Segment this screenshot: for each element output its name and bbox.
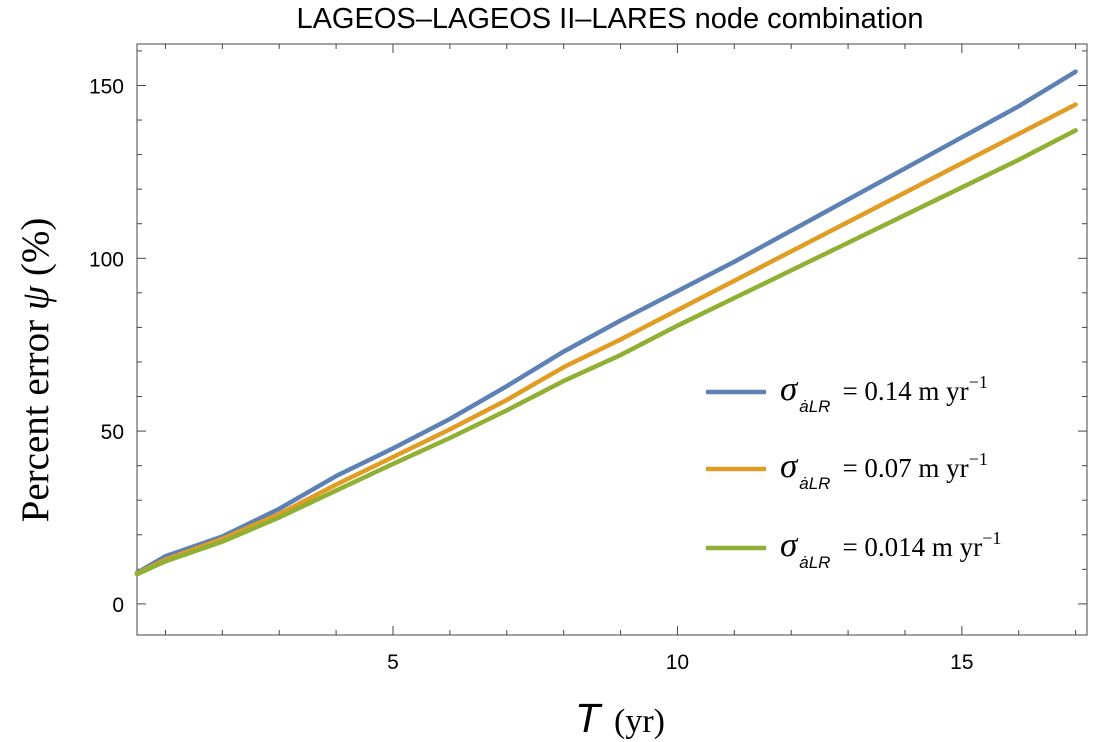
- series-point-3: [163, 559, 168, 564]
- series-point-1: [1016, 104, 1021, 109]
- y-axis-label-unit: (%): [14, 218, 57, 276]
- series-point-3: [561, 378, 566, 383]
- series-point-3: [135, 572, 139, 577]
- series-point-3: [1016, 157, 1021, 162]
- y-axis-label-symbol: ψ: [14, 285, 57, 310]
- y-axis-label-text: Percent error: [14, 320, 57, 522]
- series-point-2: [902, 190, 907, 195]
- x-tick-label: 10: [666, 651, 689, 674]
- series-point-2: [789, 249, 794, 254]
- series-point-2: [675, 308, 680, 313]
- series-point-2: [959, 161, 964, 166]
- series-point-3: [334, 488, 339, 493]
- series-point-2: [561, 365, 566, 370]
- series-point-3: [447, 436, 452, 440]
- series-point-2: [1016, 131, 1021, 136]
- series-point-3: [618, 353, 623, 358]
- series-point-1: [334, 474, 339, 479]
- legend: σ ȧLR= 0.14 m yr−1 σ ȧLR= 0.07 m yr−1 σ ȧLR= …: [706, 369, 1001, 572]
- series-point-2: [334, 482, 339, 487]
- legend-label-3: σ ȧLR= 0.014 m yr−1: [780, 525, 1001, 572]
- series-point-3: [675, 323, 680, 328]
- series-point-1: [789, 228, 794, 233]
- series-point-1: [447, 416, 452, 421]
- series-point-1: [902, 166, 907, 171]
- series-line-2: [134, 102, 1078, 576]
- series-point-1: [732, 259, 737, 264]
- series-point-1: [959, 135, 964, 140]
- series-line-3: [134, 128, 1078, 577]
- series-point-3: [959, 185, 964, 190]
- x-axis-label-unit: (yr): [614, 703, 665, 740]
- y-tick-label: 100: [89, 248, 124, 271]
- series-point-1: [277, 506, 282, 511]
- x-axis-label-symbol: T: [575, 695, 603, 741]
- y-tick-label: 0: [112, 594, 124, 617]
- series-point-2: [618, 337, 623, 342]
- series-point-3: [277, 515, 282, 520]
- series-point-1: [618, 318, 623, 323]
- series-line-1: [134, 69, 1078, 576]
- axes-frame: [136, 43, 1088, 636]
- series-point-3: [902, 213, 907, 218]
- series-point-3: [220, 539, 225, 544]
- series-point-3: [504, 408, 509, 413]
- legend-label-2: σ ȧLR= 0.07 m yr−1: [780, 446, 988, 493]
- y-tick-label: 150: [89, 75, 124, 98]
- series-point-3: [789, 268, 794, 273]
- series-point-1: [390, 446, 395, 451]
- series-point-3: [390, 461, 395, 466]
- series-point-2: [846, 219, 851, 224]
- series-point-2: [504, 397, 509, 402]
- series-point-1: [846, 197, 851, 202]
- series-point-1: [504, 384, 509, 389]
- series-point-3: [1073, 128, 1078, 133]
- series-point-1: [561, 349, 566, 354]
- series-point-2: [732, 278, 737, 283]
- y-tick-label: 50: [101, 421, 124, 444]
- x-tick-label: 5: [387, 651, 399, 674]
- series-point-1: [675, 289, 680, 294]
- series-layer: [134, 69, 1078, 577]
- x-axis-label: T (yr): [575, 695, 665, 741]
- series-point-1: [1073, 69, 1078, 74]
- x-tick-label: 15: [950, 651, 973, 674]
- legend-label-1: σ ȧLR= 0.14 m yr−1: [780, 369, 988, 416]
- series-point-3: [846, 240, 851, 245]
- plot-frame: [136, 43, 1088, 636]
- chart-title: LAGEOS–LAGEOS II–LARES node combination: [296, 3, 923, 35]
- y-axis-label: Percent error ψ (%): [14, 218, 57, 523]
- series-point-2: [447, 427, 452, 432]
- series-point-2: [390, 455, 395, 460]
- series-point-2: [1073, 102, 1078, 107]
- series-point-3: [732, 296, 737, 301]
